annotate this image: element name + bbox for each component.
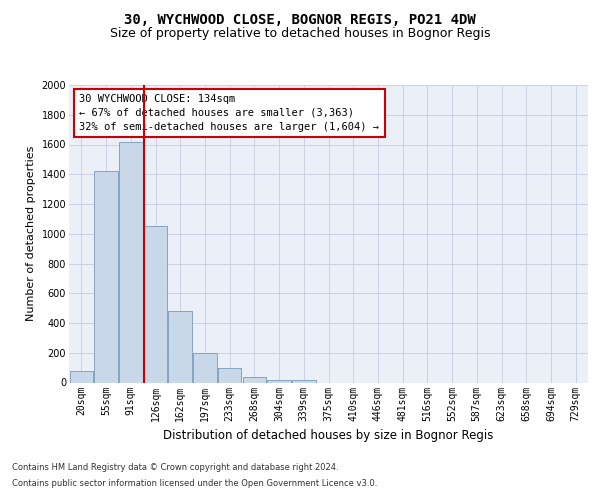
Text: Size of property relative to detached houses in Bognor Regis: Size of property relative to detached ho… xyxy=(110,28,490,40)
Bar xyxy=(268,380,291,382)
Text: 30 WYCHWOOD CLOSE: 134sqm
← 67% of detached houses are smaller (3,363)
32% of se: 30 WYCHWOOD CLOSE: 134sqm ← 67% of detac… xyxy=(79,94,379,132)
Bar xyxy=(242,378,266,382)
Y-axis label: Number of detached properties: Number of detached properties xyxy=(26,146,36,322)
Bar xyxy=(169,311,192,382)
Bar xyxy=(292,380,316,382)
Bar xyxy=(218,368,241,382)
Text: 30, WYCHWOOD CLOSE, BOGNOR REGIS, PO21 4DW: 30, WYCHWOOD CLOSE, BOGNOR REGIS, PO21 4… xyxy=(124,12,476,26)
Bar xyxy=(94,172,118,382)
Bar xyxy=(70,372,93,382)
Bar xyxy=(119,142,143,382)
Text: Contains HM Land Registry data © Crown copyright and database right 2024.: Contains HM Land Registry data © Crown c… xyxy=(12,464,338,472)
Text: Contains public sector information licensed under the Open Government Licence v3: Contains public sector information licen… xyxy=(12,478,377,488)
Bar xyxy=(144,226,167,382)
Bar xyxy=(193,353,217,382)
X-axis label: Distribution of detached houses by size in Bognor Regis: Distribution of detached houses by size … xyxy=(163,429,494,442)
